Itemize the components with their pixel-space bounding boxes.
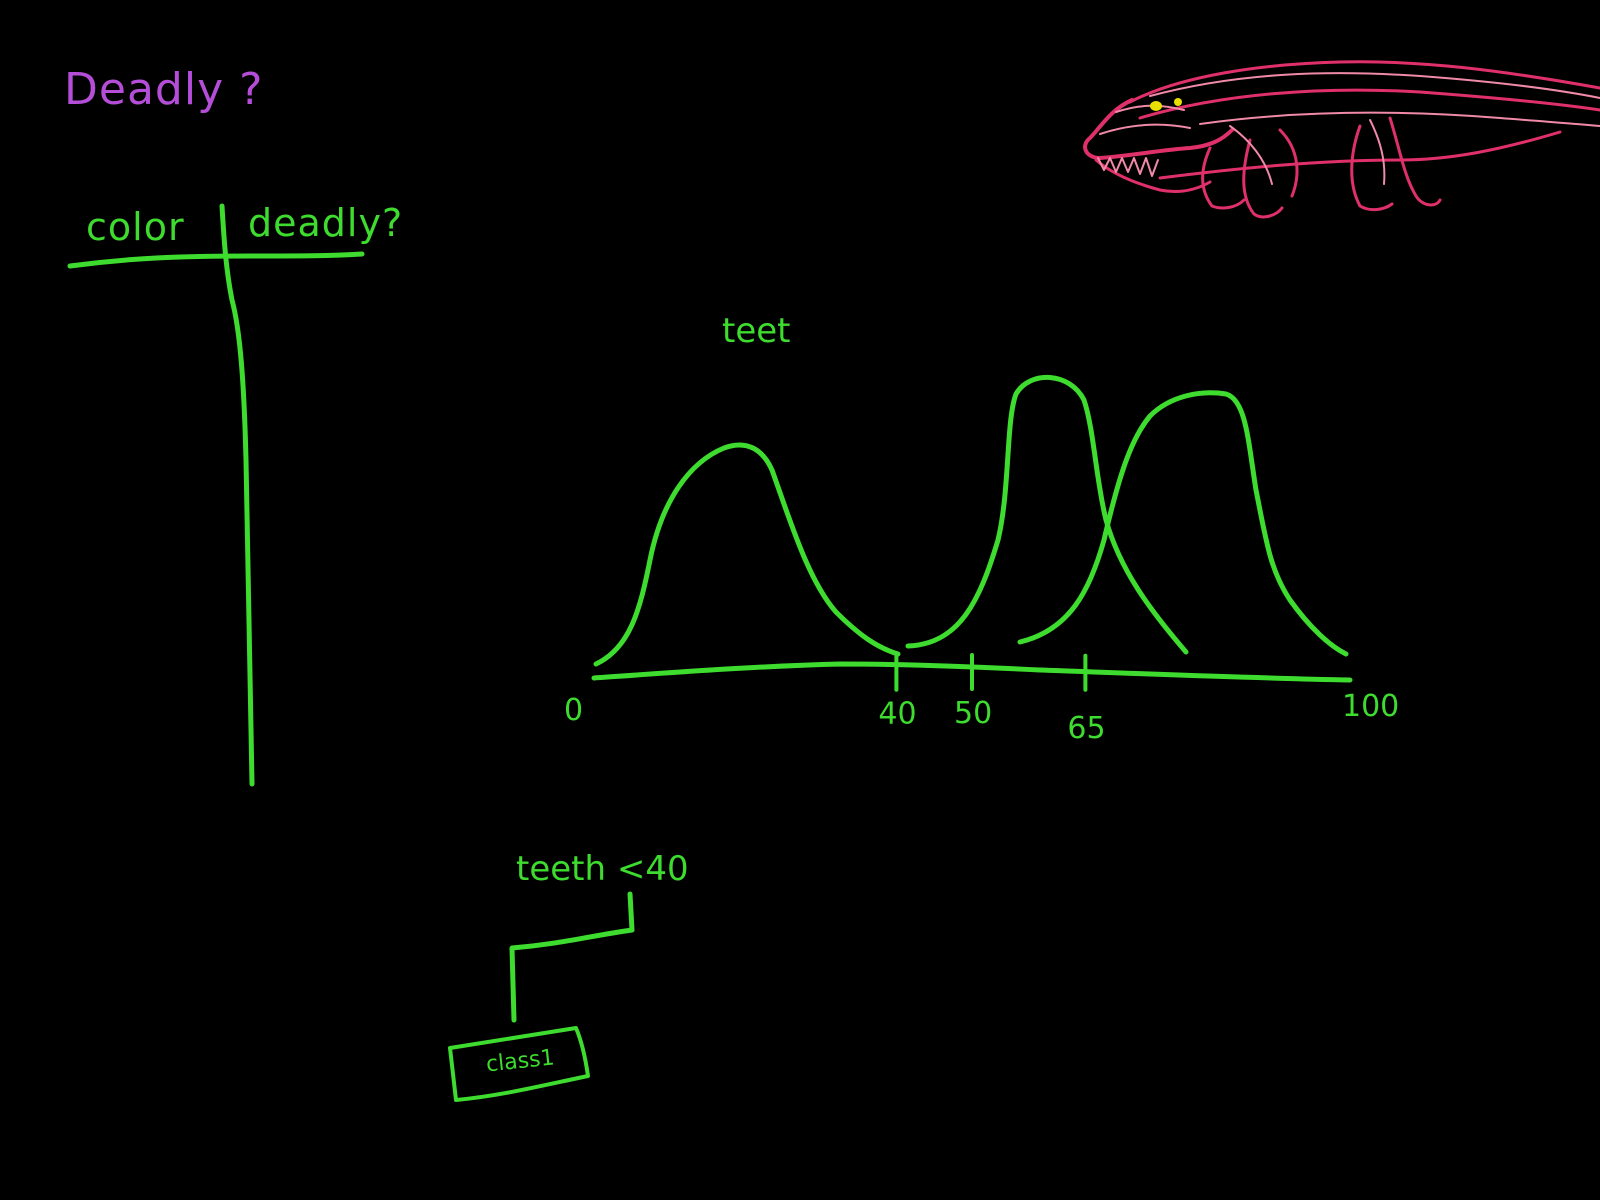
crocodile-icon xyxy=(1083,60,1600,219)
plot-label: teet xyxy=(722,311,791,351)
distribution-curve-3 xyxy=(1017,390,1349,657)
table-horizontal-rule xyxy=(67,251,365,269)
tree-branch-line xyxy=(509,891,635,1023)
tree-root-label: teeth <40 xyxy=(516,849,689,889)
table-header-deadly: deadly? xyxy=(248,201,403,245)
x-axis-tick-label-40: 40 xyxy=(878,697,916,732)
x-axis-tick-label-0: 0 xyxy=(564,693,583,728)
tree-leaf-box xyxy=(448,1026,590,1102)
x-axis-ticks: 0 40 50 65 100 xyxy=(564,653,1399,746)
teeth-distribution-plot: teet 0 40 50 65 100 xyxy=(564,311,1399,746)
distribution-curve-1 xyxy=(593,442,901,667)
decision-tree: teeth <40 class1 xyxy=(448,849,689,1102)
x-axis-tick-label-100: 100 xyxy=(1342,689,1399,724)
table-header-color: color xyxy=(86,205,185,249)
distribution-curve-2 xyxy=(905,375,1189,655)
table-vertical-rule xyxy=(219,203,255,787)
x-axis-tick-label-65: 65 xyxy=(1067,711,1105,746)
t-table: color deadly? xyxy=(67,201,403,787)
tree-leaf-label: class1 xyxy=(485,1045,556,1077)
page-title: Deadly ? xyxy=(64,64,263,115)
x-axis-tick-label-50: 50 xyxy=(954,696,992,731)
x-axis-line xyxy=(591,661,1353,683)
